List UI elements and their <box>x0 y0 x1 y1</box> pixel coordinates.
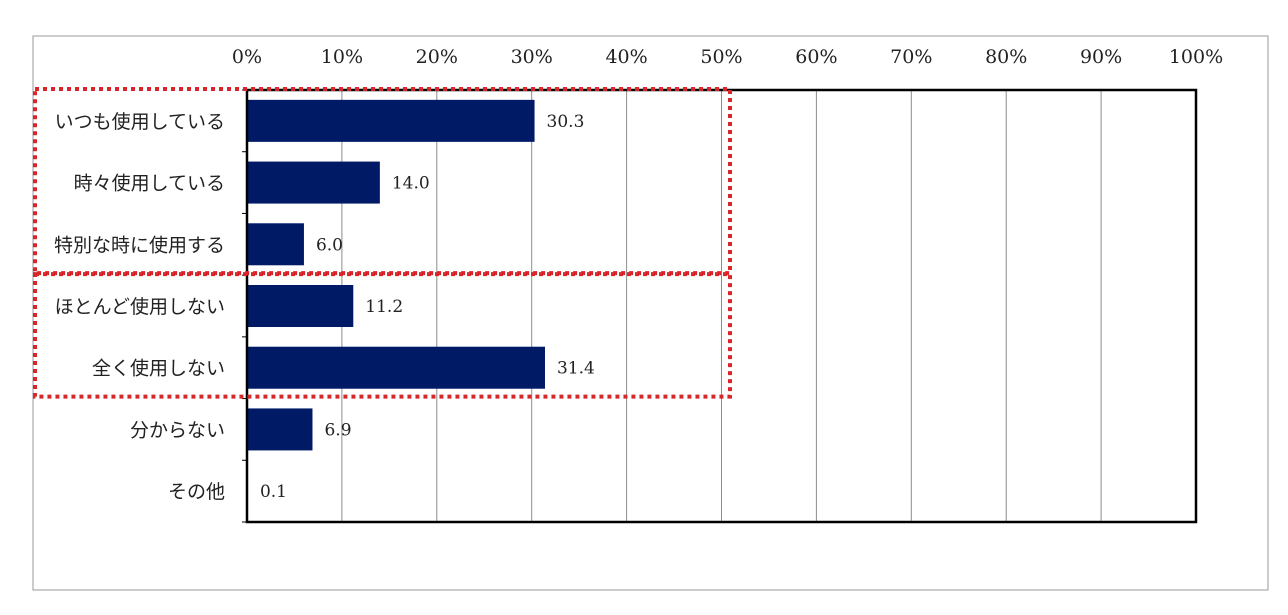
data-label: 31.4 <box>557 359 595 379</box>
category-label: その他 <box>168 481 225 503</box>
category-label: 分からない <box>130 419 225 441</box>
x-tick-label: 100% <box>1169 46 1223 68</box>
category-label: いつも使用している <box>55 111 225 133</box>
plot-area-border <box>245 88 1198 524</box>
bar <box>247 161 380 204</box>
bar <box>247 408 313 451</box>
data-label: 30.3 <box>547 112 585 132</box>
bar <box>247 99 535 142</box>
x-tick-label: 60% <box>795 46 837 68</box>
x-tick-label: 30% <box>511 46 553 68</box>
category-label: 特別な時に使用する <box>54 234 225 256</box>
category-label: ほとんど使用しない <box>55 296 225 318</box>
x-tick-label: 0% <box>232 46 262 68</box>
data-label: 6.9 <box>324 420 351 440</box>
x-tick-label: 80% <box>985 46 1027 68</box>
data-labels: 30.3 14.0 6.0 11.2 31.4 6.9 0.1 <box>260 112 595 502</box>
category-labels: いつも使用している時々使用している特別な時に使用するほとんど使用しない全く使用し… <box>54 111 225 503</box>
x-tick-label: 90% <box>1080 46 1122 68</box>
highlight-boxes <box>33 87 732 399</box>
x-tick-label: 20% <box>416 46 458 68</box>
category-label: 全く使用しない <box>92 358 225 380</box>
x-tick-label: 70% <box>890 46 932 68</box>
bar <box>247 285 354 327</box>
data-label: 11.2 <box>365 297 403 317</box>
x-tick-label: 40% <box>605 46 647 68</box>
bars <box>247 99 545 513</box>
highlight-box <box>33 272 732 399</box>
data-label: 6.0 <box>316 235 343 255</box>
chart-outer-frame <box>32 35 1269 591</box>
bar <box>247 223 304 266</box>
data-label: 14.0 <box>392 174 430 194</box>
x-axis-tick-labels: 0% 10% 20% 30% 40% 50% 60% 70% 80% 90% 100% <box>232 46 1223 68</box>
x-tick-label: 50% <box>700 46 742 68</box>
bar <box>247 346 545 389</box>
x-tick-label: 10% <box>321 46 363 68</box>
data-label: 0.1 <box>260 482 287 502</box>
category-label: 時々使用している <box>74 173 225 195</box>
